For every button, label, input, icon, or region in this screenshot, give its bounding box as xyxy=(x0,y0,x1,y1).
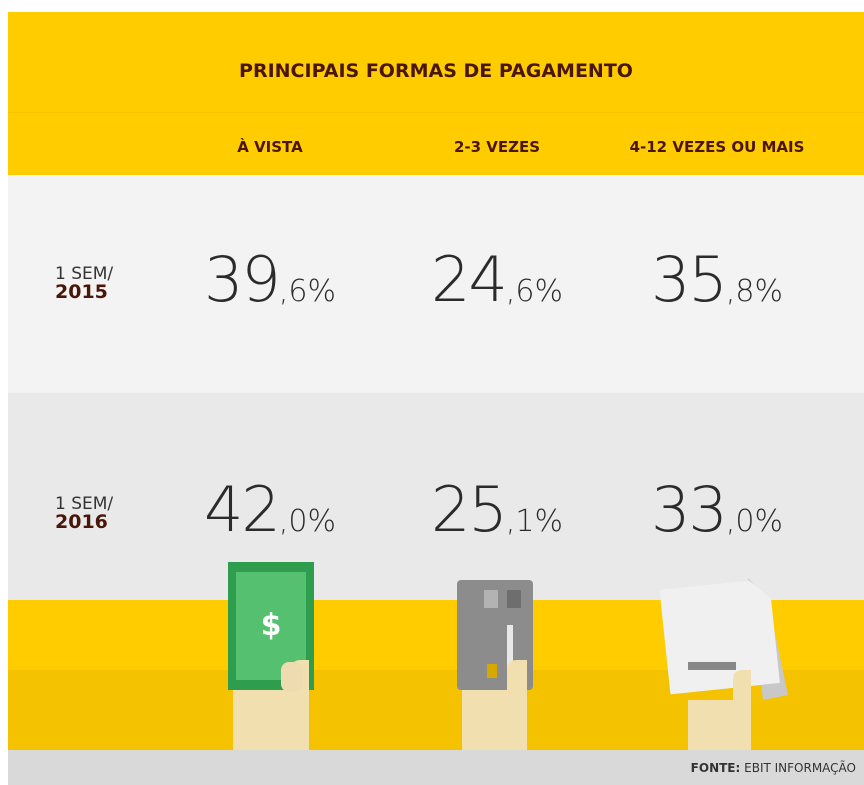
page: {"title": "PRINCIPAIS FORMAS DE PAGAMENT… xyxy=(0,0,864,785)
card-icon xyxy=(457,580,533,750)
source-label: FONTE: xyxy=(691,761,741,775)
source-text: EBIT INFORMAÇÃO xyxy=(744,761,856,775)
svg-text:$: $ xyxy=(261,608,282,643)
source: FONTE: EBIT INFORMAÇÃO xyxy=(691,761,856,775)
cash-icon: $ xyxy=(228,562,314,750)
illustrations: $ xyxy=(0,0,864,785)
receipt-icon xyxy=(659,578,788,750)
